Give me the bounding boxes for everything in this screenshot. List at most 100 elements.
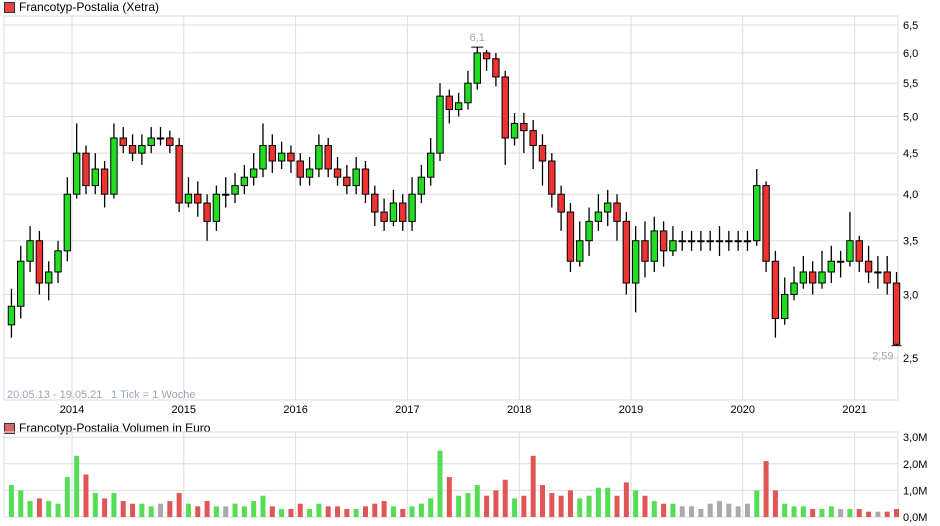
candle-body [706, 240, 714, 243]
volume-bar [661, 503, 667, 517]
candle-body [808, 271, 817, 284]
candle-body [501, 76, 509, 139]
volume-bar [679, 506, 685, 517]
volume-bar [251, 501, 257, 517]
volume-bar [279, 509, 285, 517]
candle-body [548, 160, 556, 195]
x-tick-label: 2017 [395, 404, 419, 416]
volume-bar [120, 501, 126, 517]
volume-bar [800, 506, 806, 517]
candle-body [585, 220, 593, 242]
y-tick-label: 5,0 [903, 111, 918, 123]
candle-body [100, 168, 109, 195]
candle-body [529, 130, 537, 146]
volume-bar [74, 455, 80, 517]
x-tick-label: 2021 [842, 404, 866, 416]
volume-bar [670, 503, 676, 517]
candle-body [827, 260, 836, 273]
volume-bar [158, 503, 164, 517]
candle-body [855, 240, 863, 262]
candle-body [249, 168, 258, 178]
candle-body [156, 137, 165, 140]
candle-body [818, 271, 826, 284]
volume-bar [288, 509, 294, 517]
volume-bar [698, 509, 704, 517]
candle-body [622, 220, 631, 284]
volume-bar [474, 485, 480, 517]
candle-body [790, 282, 798, 295]
volume-bar [204, 501, 210, 517]
volume-bar [726, 503, 732, 517]
candle-body [520, 122, 528, 132]
volume-bar [484, 495, 490, 517]
volume-bar [735, 506, 741, 517]
volume-bar [409, 506, 415, 517]
volume-y-tick-label: 1,0M [903, 485, 927, 497]
volume-bar [64, 477, 70, 517]
candle-body [631, 240, 640, 284]
candle-body [836, 260, 845, 263]
volume-bar [223, 506, 229, 517]
candle-body [371, 193, 379, 213]
candle-body [222, 193, 230, 196]
candle-body [641, 240, 649, 262]
candle-body [45, 271, 53, 284]
candle-body [72, 152, 81, 195]
volume-bar [325, 506, 331, 517]
max-label: 6,1 [470, 32, 485, 44]
volume-bar [530, 455, 536, 517]
volume-bar [297, 503, 303, 517]
volume-bar [577, 498, 583, 517]
volume-bar [856, 509, 862, 517]
candle-body [268, 144, 277, 162]
candle-body [566, 211, 575, 262]
candle-body [883, 271, 891, 284]
volume-bar [400, 509, 406, 517]
candle-body [445, 95, 454, 111]
volume-bar [838, 509, 844, 517]
volume-bar [894, 509, 900, 517]
volume-y-tick-label: 0,0M [903, 512, 927, 524]
candle-body [408, 193, 416, 222]
period-label: 20.05.13 - 19.05.21 [7, 389, 102, 401]
candle-body [63, 193, 72, 252]
y-tick-label: 4,5 [903, 148, 918, 160]
x-tick-label: 2020 [731, 404, 755, 416]
candle-body [892, 282, 901, 345]
x-tick-label: 2014 [60, 404, 84, 416]
volume-bar [316, 503, 322, 517]
candle-body [669, 240, 677, 252]
candle-body [380, 211, 388, 222]
volume-bar [763, 461, 769, 517]
candle-body [305, 168, 314, 178]
volume-bar [633, 490, 639, 517]
candle-body [753, 185, 761, 242]
volume-bar [83, 474, 89, 517]
candle-body [35, 240, 44, 284]
volume-bar [353, 509, 359, 517]
candle-body [576, 240, 584, 262]
volume-bar [27, 501, 33, 517]
candle-body [604, 202, 612, 213]
y-tick-label: 6,0 [903, 48, 918, 60]
candle-body [343, 176, 351, 187]
candle-body [277, 152, 286, 162]
candle-body [743, 240, 752, 243]
x-tick-label: 2015 [172, 404, 196, 416]
price-legend: Francotyp-Postalia (Xetra) [4, 0, 159, 14]
x-tick-label: 2018 [507, 404, 531, 416]
volume-bar [689, 506, 695, 517]
volume-bar [102, 498, 108, 517]
volume-bar [269, 506, 275, 517]
candle-body [389, 202, 398, 222]
candle-body [82, 152, 90, 187]
candle-body [7, 305, 16, 326]
tick-interval-label: 1 Tick = 1 Woche [111, 389, 195, 401]
price-legend-swatch [4, 1, 15, 13]
volume-bar [390, 506, 396, 517]
candle-body [725, 240, 733, 243]
candle-body [762, 185, 770, 262]
candle-body [454, 102, 463, 111]
volume-bar [335, 506, 341, 517]
price-chart-title: Francotyp-Postalia (Xetra) [19, 0, 160, 14]
